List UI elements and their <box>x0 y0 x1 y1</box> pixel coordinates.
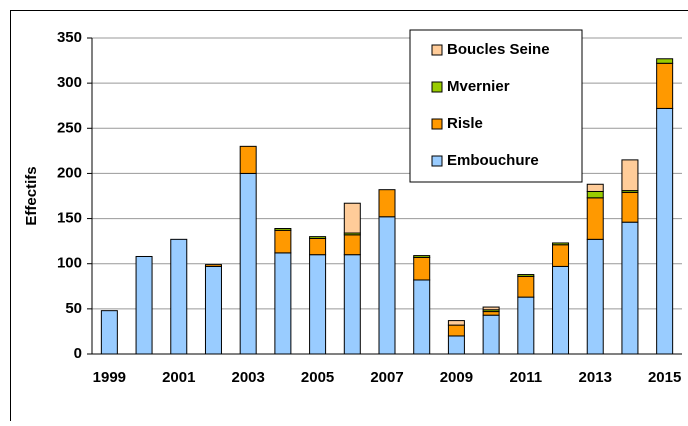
bar-segment <box>344 203 360 233</box>
x-tick-label: 2001 <box>162 369 195 386</box>
bar-segment <box>136 256 152 354</box>
bar-segment <box>448 325 464 336</box>
bar-segment <box>587 198 603 240</box>
bar-segment <box>344 235 360 255</box>
bar-segment <box>275 229 291 231</box>
bar-segment <box>240 173 256 354</box>
y-tick-label: 50 <box>65 300 82 317</box>
y-tick-label: 300 <box>57 74 82 91</box>
y-tick-label: 0 <box>74 345 82 362</box>
bar-segment <box>205 265 221 267</box>
bar-segment <box>622 192 638 222</box>
y-tick-label: 200 <box>57 164 82 181</box>
y-tick-label: 350 <box>57 29 82 46</box>
bar-segment <box>483 315 499 354</box>
bar-segment <box>344 255 360 354</box>
bar-segment <box>379 190 395 217</box>
y-tick-label: 100 <box>57 255 82 272</box>
legend-swatch <box>432 156 442 166</box>
x-tick-label: 1999 <box>93 369 126 386</box>
x-tick-label: 2003 <box>231 369 264 386</box>
bar-segment <box>240 146 256 173</box>
bar-segment <box>553 266 569 354</box>
bar-segment <box>205 266 221 354</box>
bar-segment <box>275 253 291 354</box>
y-tick-label: 150 <box>57 210 82 227</box>
y-tick-label: 250 <box>57 119 82 136</box>
legend-label: Risle <box>447 115 483 132</box>
bar-segment <box>414 256 430 258</box>
x-tick-label: 2005 <box>301 369 334 386</box>
x-tick-label: 2015 <box>648 369 681 386</box>
bar-segment <box>101 311 117 354</box>
bar-segment <box>448 321 464 326</box>
bar-segment <box>553 245 569 267</box>
bar-segment <box>310 237 326 239</box>
x-tick-label: 2013 <box>579 369 612 386</box>
bar-segment <box>518 276 534 297</box>
bar-segment <box>483 312 499 316</box>
bar-segment <box>587 184 603 191</box>
legend-label: Boucles Seine <box>447 41 550 58</box>
bar-segment <box>518 275 534 277</box>
bar-segment <box>657 108 673 354</box>
bar-segment <box>414 280 430 354</box>
bar-segment <box>553 243 569 245</box>
legend-swatch <box>432 82 442 92</box>
x-tick-label: 2011 <box>510 369 543 386</box>
legend-label: Embouchure <box>447 152 539 169</box>
bar-segment <box>310 238 326 254</box>
bar-segment <box>622 160 638 191</box>
bar-segment <box>657 63 673 108</box>
y-axis-label: Effectifs <box>23 166 40 225</box>
bar-segment <box>379 217 395 354</box>
bar-segment <box>657 59 673 64</box>
bar-segment <box>483 307 499 310</box>
legend-label: Mvernier <box>447 78 510 95</box>
legend-swatch <box>432 45 442 55</box>
bar-segment <box>171 239 187 354</box>
x-tick-label: 2007 <box>370 369 403 386</box>
bar-segment <box>310 255 326 354</box>
bar-segment <box>587 191 603 197</box>
bar-segment <box>622 222 638 354</box>
bar-segment <box>275 230 291 253</box>
bar-segment <box>448 336 464 354</box>
bar-segment <box>518 297 534 354</box>
x-tick-label: 2009 <box>440 369 473 386</box>
bar-segment <box>414 257 430 280</box>
legend-swatch <box>432 119 442 129</box>
bar-segment <box>587 239 603 354</box>
